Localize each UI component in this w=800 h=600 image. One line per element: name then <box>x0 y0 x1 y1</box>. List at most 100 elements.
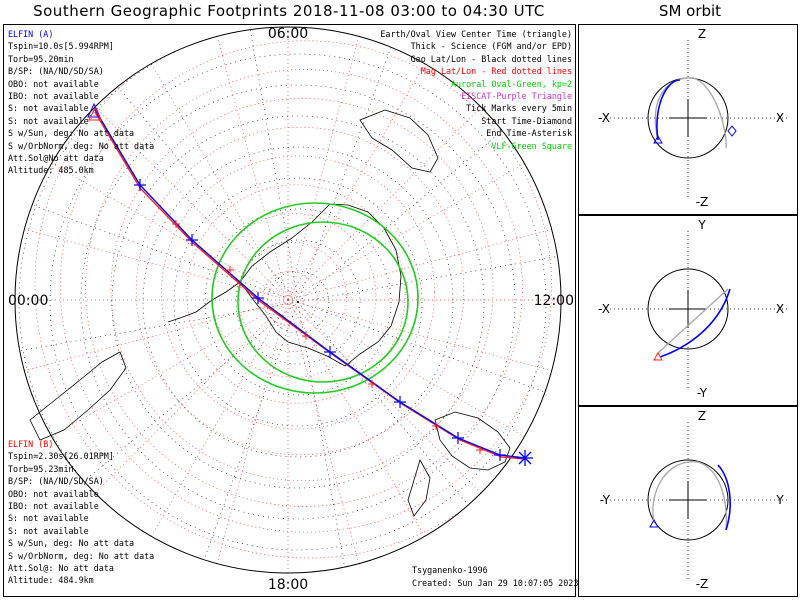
orbit-path <box>717 464 731 531</box>
elfin-a-line: Att.Sol@No att data <box>8 153 104 164</box>
map-frame <box>3 24 576 597</box>
mag-lon-line <box>151 299 289 537</box>
antarctic-peninsula <box>167 281 241 323</box>
mag-lon-line <box>287 299 359 564</box>
model-label: Tsyganenko-1996 <box>412 565 488 575</box>
orbit-start-triangle <box>653 351 663 361</box>
elfin-b-line: S: not available <box>8 513 89 524</box>
geo-grid <box>15 27 561 573</box>
legend-item: Auroral Oval-Green, kp=2 <box>450 78 572 89</box>
mag-lat-circle <box>262 270 318 327</box>
clock-label-right: 12:00 <box>534 293 574 309</box>
legend-item: Tick Marks every 5min <box>466 103 572 114</box>
sm-panel-2-frame <box>578 215 798 406</box>
sm-axis-label: -Z <box>696 195 709 209</box>
orbit-start-triangle <box>649 518 659 528</box>
clock-label-left: 00:00 <box>8 293 48 309</box>
legend-item: Geo Lat/Lon - Black dotted lines <box>410 53 572 64</box>
antarctica-coastline <box>239 203 402 367</box>
legend-item: End Time-Asterisk <box>486 128 572 139</box>
elfin-a-line: S w/Sun, deg: No att data <box>8 128 135 139</box>
elfin-b-track <box>94 111 526 460</box>
map-horizon <box>14 26 562 574</box>
mag-lat-circle <box>85 69 523 507</box>
mag-lon-line <box>287 163 525 301</box>
elfin-a-start-triangle <box>87 102 101 118</box>
mag-lon-line <box>24 229 289 301</box>
orbit-path <box>657 288 729 354</box>
elfin-b-line: IBO: not available <box>8 501 99 512</box>
mag-lon-line <box>287 299 425 537</box>
elfin-b-line: Torb=95.23min <box>8 463 74 474</box>
sm-axis-label: Y <box>697 218 706 232</box>
south-america-coastline <box>29 351 127 441</box>
geo-lon-line <box>194 301 299 573</box>
elfin-b-info: ELFIN (B) Tspin=2.30s[26.01RPM] Torb=95.… <box>8 438 154 587</box>
legend-item: Earth/Oval View Center Time (triangle) <box>380 29 572 39</box>
elfin-a-ticks <box>134 179 506 461</box>
geo-lat-circle <box>142 146 454 458</box>
mag-lat-circle <box>161 155 435 430</box>
sm-axis-label: -X <box>598 111 610 125</box>
orbit-path <box>656 79 681 141</box>
orbit-start-triangle <box>653 134 663 144</box>
geo-lon-line <box>104 71 299 303</box>
sm-orbit-title: SM orbit <box>658 2 722 20</box>
elfin-a-line: S: not available <box>8 103 89 114</box>
sm-axis-label: Y <box>775 493 784 507</box>
mag-lon-line <box>287 63 425 301</box>
sm-axis-label: Z <box>698 409 706 423</box>
elfin-b-start-triangle <box>88 106 102 121</box>
legend: Earth/Oval View Center Time (triangle) T… <box>380 28 572 152</box>
elfin-b-line: B/SP: (NA/ND/SD/SA) <box>8 476 104 487</box>
africa-coastline <box>359 109 439 173</box>
mag-lon-line <box>287 36 359 301</box>
mag-lon-line <box>287 106 482 301</box>
sm-panel-1-frame <box>578 24 798 215</box>
elfin-b-line: S w/Sun, deg: No att data <box>8 538 135 549</box>
geo-lon-line <box>297 301 492 533</box>
sm-axis-label: X <box>776 111 784 125</box>
legend-item: Mag Lat/Lon - Red dotted lines <box>420 66 572 77</box>
elfin-a-line: Altitude: 485.0km <box>8 165 94 176</box>
sm-axis-label: -Y <box>600 493 611 507</box>
geo-lat-circle <box>49 53 547 551</box>
sm-axis-label: -Z <box>696 577 709 591</box>
geo-lat-circle <box>173 177 423 427</box>
geo-lon-line <box>297 249 561 303</box>
elfin-a-info: ELFIN (A) Tspin=10.0s[5.994RPM] Torb=95.… <box>8 28 154 177</box>
sm-axis-label: -Y <box>697 386 708 400</box>
elfin-a-track <box>93 107 526 459</box>
mag-lon-line <box>94 299 289 494</box>
legend-item: EISCAT-Purple Triangle <box>461 91 572 102</box>
auroral-oval-outer <box>211 202 419 394</box>
earth-circle <box>647 268 729 350</box>
main-title: Southern Geographic Footprints 2018-11-0… <box>33 2 545 20</box>
elfin-b-line: Tspin=2.30s[26.01RPM] <box>8 451 114 462</box>
auroral-oval-inner <box>237 221 409 383</box>
legend-item: Start Time-Diamond <box>481 115 572 126</box>
sm-axis-label: -X <box>598 302 610 316</box>
mag-lon-line <box>151 63 289 301</box>
mag-lon-line <box>217 299 289 564</box>
geo-lat-circle <box>266 270 330 334</box>
clock-label-bottom: 18:00 <box>268 577 308 593</box>
orbit-path <box>652 461 728 531</box>
legend-item: VLF-Green Square <box>491 140 572 151</box>
geo-lon-line <box>297 301 561 406</box>
mag-lon-line <box>24 299 289 371</box>
elfin-b-line: S w/OrbNorm, deg: No att data <box>8 550 155 561</box>
mag-lat-circle <box>237 242 347 352</box>
elfin-a-line: Tspin=10.0s[5.994RPM] <box>8 41 114 52</box>
earth-circle <box>647 459 729 541</box>
sm-orbit-panels: Z -Z -X X Y -Y -X X Z -Z -Y Y <box>598 27 790 591</box>
created-timestamp: Created: Sun Jan 29 10:07:05 2023 <box>412 578 579 588</box>
mag-lat-circle <box>34 27 561 559</box>
mag-lon-line <box>287 229 552 301</box>
elfin-b-line: S: not available <box>8 525 89 536</box>
geo-lon-line <box>245 27 299 303</box>
sm-axis-label: X <box>776 302 784 316</box>
orbit-diamond <box>727 125 737 137</box>
mag-lon-line <box>287 299 552 371</box>
